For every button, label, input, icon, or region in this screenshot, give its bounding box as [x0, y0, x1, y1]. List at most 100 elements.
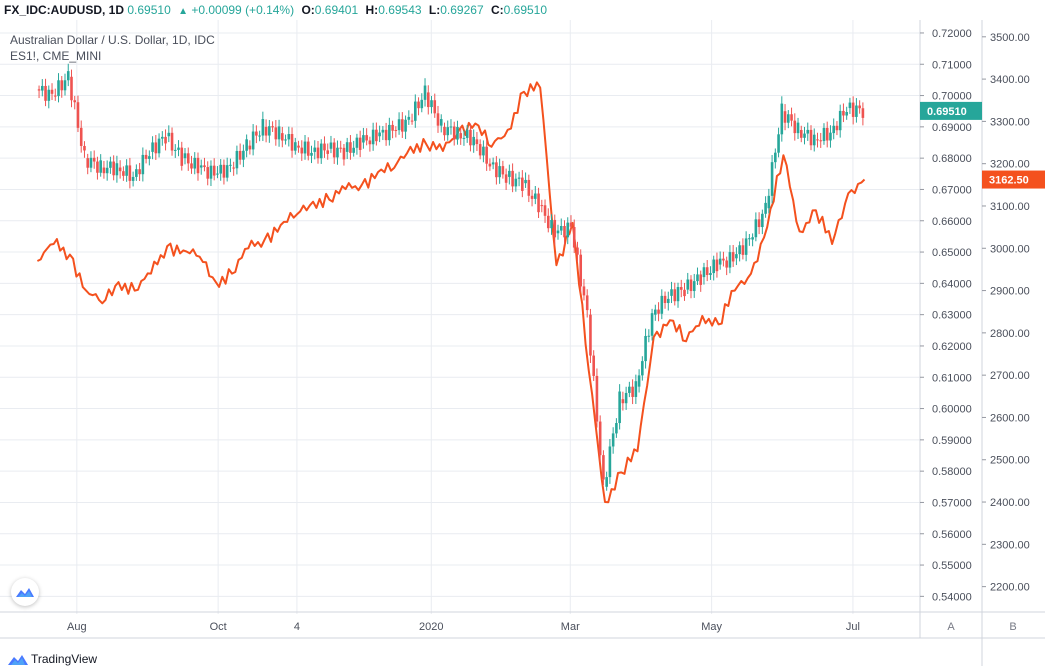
candle-body	[851, 102, 855, 117]
candle-body	[177, 147, 180, 150]
candle-body	[242, 150, 245, 160]
candle-body	[559, 226, 563, 231]
candle-body	[838, 110, 842, 131]
footer-brand[interactable]: TradingView	[8, 649, 97, 669]
candle-body	[803, 133, 806, 138]
candle-body	[70, 76, 73, 101]
y-tick-label-left: 0.63000	[932, 310, 972, 322]
candle-body	[816, 139, 819, 141]
candle-body	[572, 227, 576, 248]
candle-body	[647, 335, 651, 337]
candle-body	[157, 138, 161, 154]
candle-body	[576, 247, 579, 255]
candle-body	[303, 141, 307, 154]
candle-body	[683, 289, 686, 297]
candle-body	[624, 392, 628, 404]
y-tick-label-right: 2700.00	[990, 370, 1030, 382]
candle-body	[757, 219, 761, 228]
scale-mode-button[interactable]: B	[1009, 621, 1016, 633]
candle-body	[151, 142, 154, 152]
candle-body	[413, 101, 417, 121]
candle-body	[780, 103, 784, 135]
y-tick-label-left: 0.72000	[932, 28, 972, 40]
candle-body	[605, 477, 608, 487]
y-tick-label-right: 3400.00	[990, 74, 1030, 86]
candle-body	[598, 421, 602, 456]
legend-compare-series[interactable]: ES1!, CME_MINI	[10, 49, 102, 63]
candle-body	[712, 259, 715, 274]
symbol-name[interactable]: FX_IDC:AUDUSD, 1D	[4, 3, 125, 17]
candle-body	[845, 112, 848, 116]
candle-body	[715, 259, 719, 272]
candle-body	[235, 150, 239, 169]
candle-body	[183, 153, 187, 159]
candle-body	[731, 252, 735, 262]
candle-body	[73, 100, 77, 103]
last-price-badge-left: 0.69510	[920, 101, 982, 120]
tradingview-logo-button[interactable]	[11, 578, 39, 606]
y-tick-label-right: 3500.00	[990, 32, 1030, 44]
candle-body	[105, 167, 109, 174]
y-tick-label-left: 0.61000	[932, 372, 972, 384]
candle-body	[654, 309, 657, 315]
candle-body	[595, 375, 599, 422]
candle-body	[855, 105, 858, 117]
candle-body	[602, 455, 605, 480]
x-tick-label: Oct	[210, 621, 227, 633]
candle-body	[621, 399, 625, 404]
candle-body	[501, 166, 505, 175]
low-value: 0.69267	[440, 3, 484, 17]
candle-body	[138, 169, 141, 175]
y-tick-label-left: 0.69000	[932, 122, 972, 134]
candle-body	[663, 295, 667, 304]
candle-body	[534, 193, 537, 199]
candle-body	[148, 156, 151, 159]
close-value: 0.69510	[503, 3, 548, 17]
candle-body	[154, 142, 158, 154]
candle-body	[657, 309, 660, 314]
candle-body	[306, 141, 310, 156]
badge-label: 0.69510	[927, 106, 967, 118]
candle-body	[378, 132, 381, 137]
candle-body	[553, 219, 557, 238]
x-tick-label: Jul	[846, 621, 860, 633]
candle-body	[709, 273, 712, 275]
legend-main-series[interactable]: Australian Dollar / U.S. Dollar, 1D, IDC	[10, 33, 215, 47]
candle-body	[37, 89, 41, 91]
candle-body	[504, 174, 508, 183]
candle-body	[131, 176, 135, 181]
candle-body	[332, 142, 336, 158]
candle-body	[521, 177, 524, 191]
candle-body	[258, 135, 261, 137]
candle-body	[251, 131, 255, 150]
candle-body	[284, 139, 287, 141]
candle-body	[345, 142, 349, 152]
plot-background	[0, 20, 1045, 640]
candle-body	[164, 136, 167, 144]
candle-body	[686, 279, 690, 290]
y-tick-label-right: 2500.00	[990, 455, 1030, 467]
candle-body	[326, 150, 330, 154]
candle-body	[524, 179, 527, 184]
candle-body	[190, 163, 193, 169]
candle-body	[569, 222, 573, 227]
candle-body	[86, 158, 90, 168]
candle-body	[300, 147, 304, 154]
candle-body	[355, 137, 359, 148]
candle-body	[751, 237, 754, 240]
y-tick-label-left: 0.56000	[932, 529, 972, 541]
candle-body	[861, 108, 865, 118]
candle-body	[274, 127, 278, 140]
candle-body	[316, 147, 320, 159]
y-tick-label-left: 0.54000	[932, 591, 972, 603]
candle-body	[761, 213, 764, 228]
candle-body	[611, 433, 615, 447]
candle-body	[799, 129, 803, 138]
scale-mode-button[interactable]: A	[947, 621, 955, 633]
candle-body	[514, 178, 518, 187]
y-tick-label-right: 3300.00	[990, 116, 1030, 128]
candle-body	[819, 140, 823, 142]
candle-body	[50, 89, 54, 94]
